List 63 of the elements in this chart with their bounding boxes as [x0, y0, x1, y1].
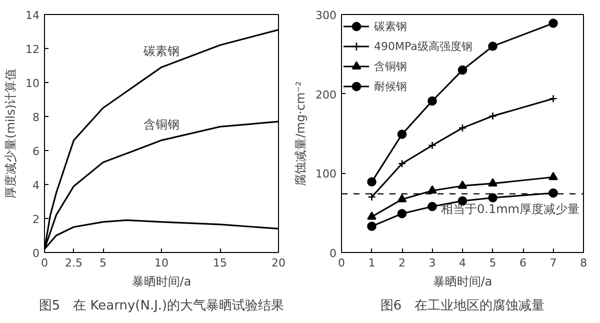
- y-tick-label: 200: [316, 88, 337, 102]
- point: [549, 94, 558, 103]
- x-tick-label: 20: [272, 256, 286, 270]
- x-tick-label: 7: [550, 256, 557, 270]
- series-label: 含铜钢: [144, 117, 180, 132]
- x-tick-label: 8: [580, 256, 587, 270]
- legend-label: 耐候钢: [374, 78, 407, 94]
- point: [488, 42, 498, 51]
- point: [488, 178, 498, 186]
- point: [428, 185, 437, 194]
- x-axis-title: 暴晒时间/a: [432, 274, 492, 288]
- x-tick-label: 15: [213, 256, 227, 270]
- point: [458, 124, 467, 132]
- x-tick-label: 2: [398, 256, 406, 270]
- y-tick-label: 0: [330, 247, 336, 260]
- x-tick-label: 5: [489, 256, 496, 270]
- y-tick-label: 10: [26, 77, 40, 90]
- x-tick-label: 10: [154, 256, 168, 270]
- y-tick-label: 300: [316, 9, 337, 22]
- ref-line-label: 相当于0.1mm厚度减少量: [441, 202, 580, 216]
- point: [428, 96, 437, 106]
- text: 图5 在 Kearny(N.J.)的大气暴晒试验结果: [38, 298, 284, 314]
- point: [548, 188, 558, 198]
- series-label: 碳素钢: [142, 44, 180, 58]
- point: [367, 222, 376, 231]
- point: [367, 177, 376, 187]
- text: 图6 在工业地区的腐蚀减量: [380, 298, 545, 314]
- x-tick-label: 5: [100, 256, 106, 270]
- y-tick-label: 0: [32, 247, 40, 260]
- point: [398, 159, 406, 168]
- x-tick-label: 0: [338, 256, 345, 270]
- point: [548, 18, 558, 28]
- point: [397, 194, 407, 202]
- point: [397, 130, 407, 139]
- point: [488, 112, 497, 120]
- y-tick-label: 6: [32, 145, 40, 158]
- y-tick-label: 4: [32, 179, 40, 192]
- point: [548, 172, 558, 180]
- x-axis-title: 暴晒时间/a: [132, 274, 192, 288]
- legend-label: 含铜钢: [374, 58, 407, 74]
- point: [397, 208, 407, 218]
- point: [488, 193, 498, 202]
- y-tick-label: 2: [32, 213, 40, 226]
- point: [458, 180, 468, 189]
- point: [368, 192, 376, 202]
- point: [458, 65, 468, 75]
- y-tick-label: 12: [26, 43, 40, 56]
- legend-label: 490MPa级高强度钢: [374, 38, 472, 54]
- legend-label: 碳素钢: [374, 18, 407, 34]
- y-tick-label: 100: [316, 168, 337, 181]
- x-tick-label: 6: [520, 256, 526, 270]
- y-tick-label: 8: [32, 111, 40, 124]
- x-tick-label: 3: [428, 256, 436, 270]
- point: [367, 212, 376, 220]
- y-axis-title: 厚度减少量(mils)计算值: [4, 68, 18, 198]
- point: [428, 202, 437, 212]
- x-tick-label: 1: [368, 256, 376, 270]
- x-tick-label: 4: [459, 256, 466, 270]
- x-tick-label: 0: [41, 256, 48, 270]
- y-tick-label: 14: [26, 9, 40, 22]
- y-axis-title: 腐蚀减量/mg·cm⁻²: [294, 81, 308, 186]
- point: [428, 141, 436, 150]
- x-tick-label: 2.5: [65, 256, 83, 270]
